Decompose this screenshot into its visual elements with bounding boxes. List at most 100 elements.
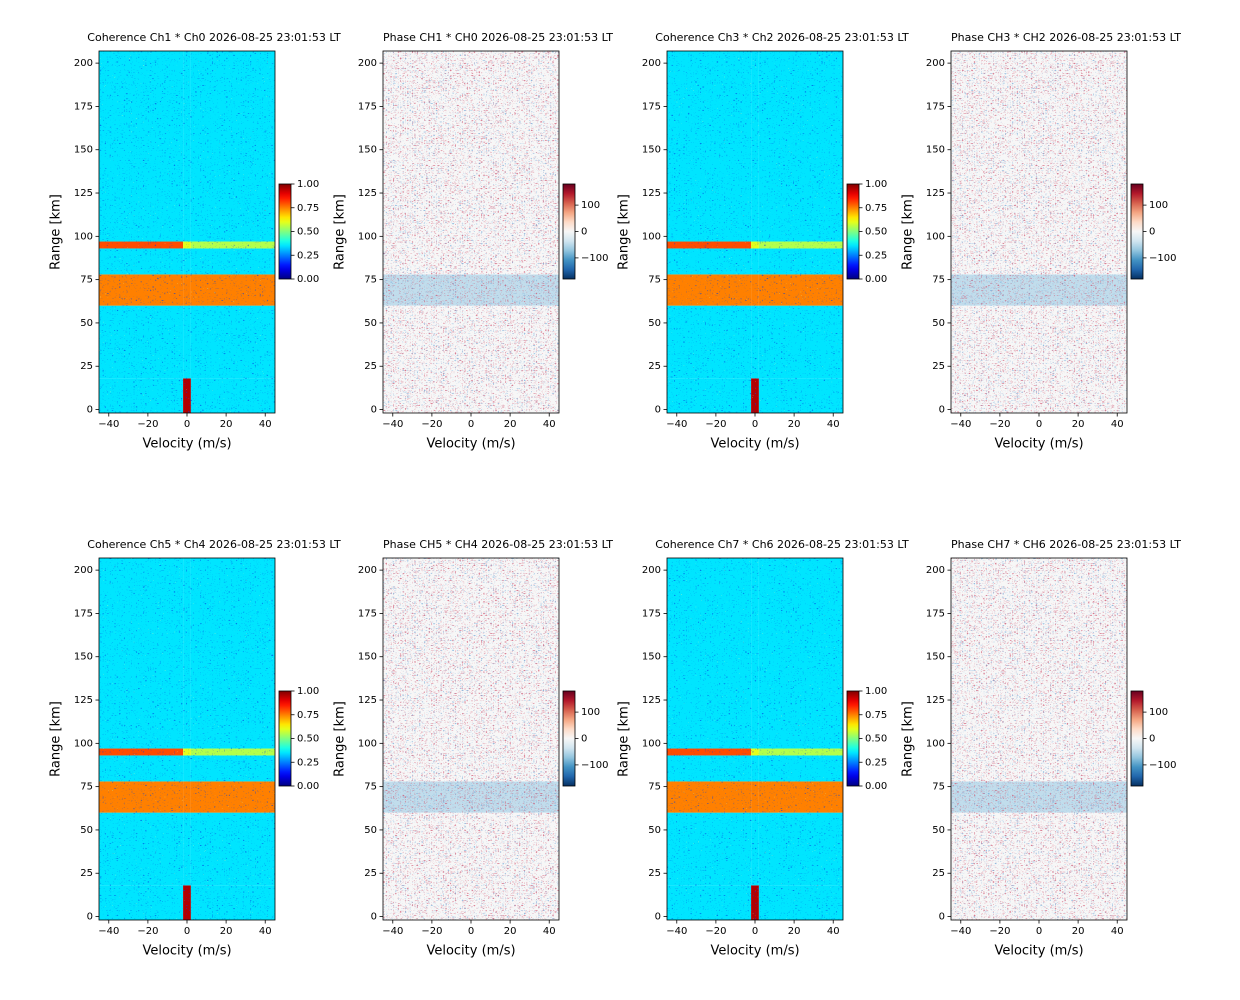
y-tick-label: 200 [926, 58, 945, 69]
y-tick-label: 50 [364, 825, 377, 836]
y-tick-label: 125 [358, 695, 377, 706]
y-axis-label: Range [km] [333, 701, 348, 777]
x-tick-label: 20 [220, 926, 233, 937]
x-tick-label: 0 [752, 419, 758, 430]
x-tick-label: 40 [259, 926, 272, 937]
y-tick-label: 100 [926, 231, 945, 242]
y-tick-label: 50 [80, 318, 93, 329]
panel-title: Phase CH7 * CH6 2026-08-25 23:01:53 LT [951, 538, 1181, 551]
colorbar-tick-label: −100 [1149, 760, 1176, 771]
texture [951, 558, 1127, 920]
x-tick-label: 0 [752, 926, 758, 937]
y-tick-label: 75 [364, 782, 377, 793]
y-tick-label: 150 [358, 652, 377, 663]
x-tick-label: 0 [1036, 419, 1042, 430]
colorbar [846, 690, 860, 787]
x-axis-label: Velocity (m/s) [142, 944, 231, 959]
y-tick-label: 150 [642, 652, 661, 663]
x-tick-label: −20 [989, 926, 1010, 937]
y-tick-label: 175 [358, 101, 377, 112]
y-tick-label: 175 [74, 101, 93, 112]
y-tick-label: 200 [358, 58, 377, 69]
y-tick-label: 50 [648, 825, 661, 836]
x-axis-label: Velocity (m/s) [426, 944, 515, 959]
colorbar-tick-label: 0 [1149, 227, 1155, 238]
x-tick-label: 20 [220, 419, 233, 430]
x-tick-label: −40 [98, 419, 119, 430]
colorbar [278, 183, 292, 280]
y-tick-label: 25 [364, 361, 377, 372]
y-axis-label: Range [km] [901, 701, 916, 777]
panel-title: Phase CH5 * CH4 2026-08-25 23:01:53 LT [383, 538, 613, 551]
y-tick-label: 175 [926, 608, 945, 619]
colorbar-tick-label: 0 [581, 227, 587, 238]
y-tick-label: 75 [80, 782, 93, 793]
x-axis-label: Velocity (m/s) [142, 437, 231, 452]
y-axis-label: Range [km] [333, 194, 348, 270]
colorbar-tick-label: 100 [581, 200, 600, 211]
x-tick-label: −40 [666, 419, 687, 430]
x-tick-label: −20 [705, 419, 726, 430]
colorbar-tick-label: 0.75 [865, 203, 887, 214]
colorbar-tick-label: 0.50 [297, 734, 319, 745]
y-tick-label: 50 [364, 318, 377, 329]
x-tick-label: 0 [1036, 926, 1042, 937]
y-tick-label: 75 [364, 275, 377, 286]
y-tick-label: 100 [74, 738, 93, 749]
colorbar-tick-label: 0.75 [297, 203, 319, 214]
x-tick-label: 20 [788, 926, 801, 937]
x-tick-label: −40 [98, 926, 119, 937]
y-tick-label: 75 [648, 275, 661, 286]
y-tick-label: 50 [80, 825, 93, 836]
x-tick-label: 40 [827, 926, 840, 937]
panel: Phase CH3 * CH2 2026-08-25 23:01:53 LT −4… [901, 31, 1182, 452]
y-tick-label: 100 [642, 738, 661, 749]
y-tick-label: 0 [939, 912, 945, 923]
y-tick-label: 25 [80, 361, 93, 372]
y-tick-label: 150 [358, 145, 377, 156]
texture [99, 51, 275, 413]
y-tick-label: 75 [80, 275, 93, 286]
x-tick-label: 0 [468, 926, 474, 937]
y-tick-label: 175 [642, 101, 661, 112]
y-tick-label: 0 [655, 912, 661, 923]
y-axis-label: Range [km] [49, 701, 64, 777]
y-tick-label: 200 [642, 565, 661, 576]
colorbar-tick-label: −100 [581, 253, 608, 264]
y-tick-label: 125 [358, 188, 377, 199]
colorbar-tick-label: 0.25 [865, 757, 887, 768]
x-tick-label: −20 [705, 926, 726, 937]
colorbar [846, 183, 860, 280]
y-tick-label: 150 [642, 145, 661, 156]
x-tick-label: 20 [1072, 419, 1085, 430]
colorbar [278, 690, 292, 787]
y-tick-label: 175 [926, 101, 945, 112]
y-tick-label: 175 [358, 608, 377, 619]
y-tick-label: 25 [932, 868, 945, 879]
colorbar-tick-label: 0.00 [865, 274, 887, 285]
y-tick-label: 0 [371, 912, 377, 923]
y-tick-label: 50 [932, 825, 945, 836]
x-tick-label: −20 [137, 419, 158, 430]
x-tick-label: 40 [543, 926, 556, 937]
y-tick-label: 0 [87, 405, 93, 416]
colorbar-tick-label: 0.75 [297, 710, 319, 721]
x-tick-label: −40 [950, 419, 971, 430]
panel: Phase CH5 * CH4 2026-08-25 23:01:53 LT −4… [333, 538, 614, 959]
y-tick-label: 50 [932, 318, 945, 329]
colorbar-tick-label: 1.00 [297, 686, 319, 697]
colorbar-tick-label: 0.50 [297, 227, 319, 238]
colorbar [562, 183, 576, 280]
panel: Coherence Ch5 * Ch4 2026-08-25 23:01:53 … [49, 538, 341, 959]
texture [667, 51, 843, 413]
texture [383, 51, 559, 413]
y-axis-label: Range [km] [617, 701, 632, 777]
colorbar-tick-label: −100 [581, 760, 608, 771]
colorbar-tick-label: 0.25 [865, 250, 887, 261]
x-tick-label: −20 [989, 419, 1010, 430]
panel-title: Phase CH1 * CH0 2026-08-25 23:01:53 LT [383, 31, 613, 44]
x-tick-label: 40 [259, 419, 272, 430]
y-tick-label: 25 [364, 868, 377, 879]
colorbar-tick-label: 0.25 [297, 250, 319, 261]
